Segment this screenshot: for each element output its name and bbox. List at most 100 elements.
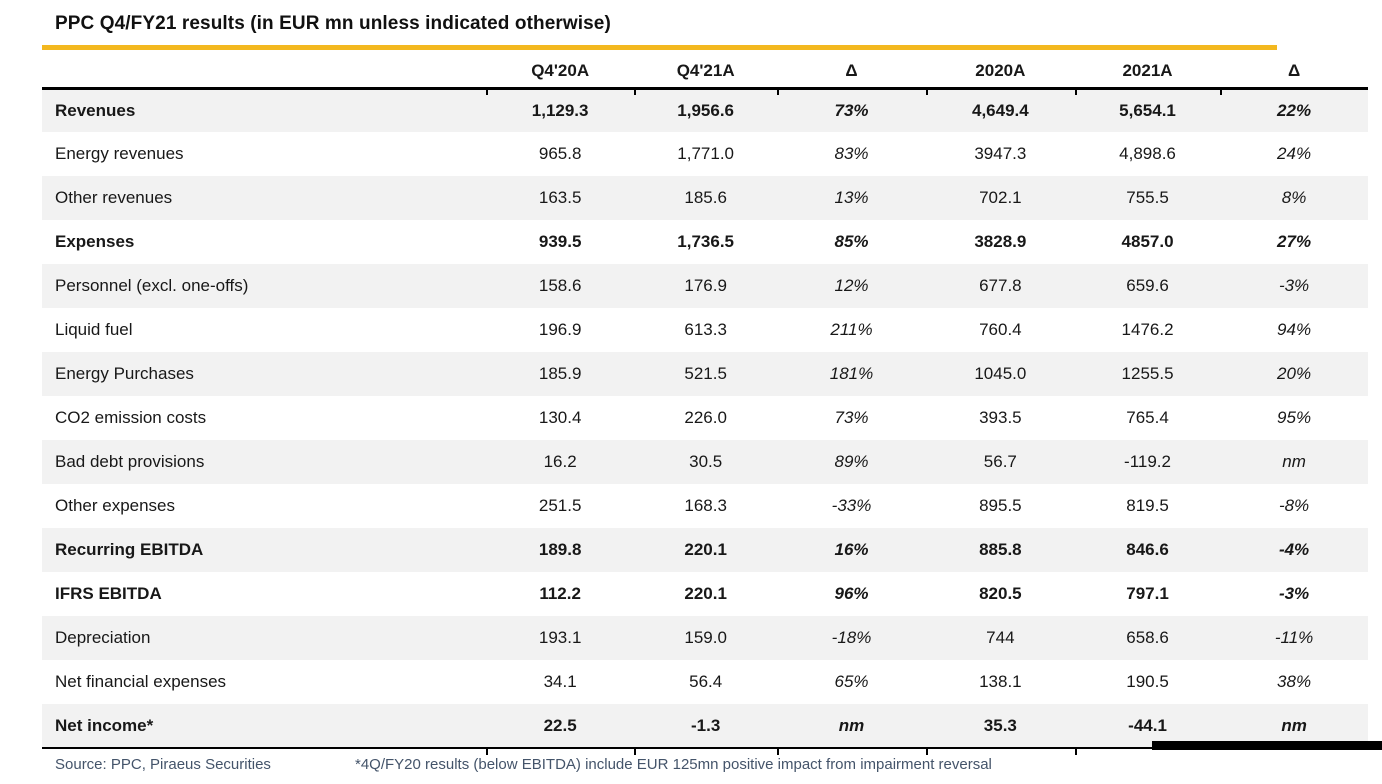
cell-value: 1,956.6	[634, 88, 778, 132]
cell-value: -8%	[1278, 496, 1310, 515]
cell-value: 30.5	[634, 440, 778, 484]
cell-value: 130.4	[538, 408, 582, 427]
cell-value: 5,654.1	[1074, 88, 1221, 132]
cell-value: 1476.2	[1121, 320, 1174, 339]
cell-value: -11%	[1220, 616, 1368, 660]
cell-value: 83%	[834, 144, 869, 163]
table-row: IFRS EBITDA 112.2 220.1 96% 820.5 797.1 -3%	[42, 572, 1368, 616]
cell-value: 939.5	[538, 232, 582, 251]
cell-value: 27%	[1277, 232, 1312, 251]
row-label: Bad debt provisions	[42, 440, 487, 484]
column-tick	[777, 88, 779, 95]
cell-value: 760.4	[979, 320, 1022, 339]
cell-value: 95%	[1277, 408, 1312, 427]
cell-value: 220.1	[634, 528, 778, 572]
row-label: Personnel (excl. one-offs)	[42, 264, 487, 308]
column-tick	[1075, 748, 1077, 755]
column-tick	[1075, 88, 1077, 95]
cell-value: 226.0	[684, 408, 727, 427]
cell-value: -18%	[777, 616, 926, 660]
cell-value: 820.5	[979, 584, 1022, 603]
page-title: PPC Q4/FY21 results (in EUR mn unless in…	[55, 13, 611, 34]
cell-value: 65%	[834, 672, 869, 691]
cell-value: 158.6	[486, 264, 635, 308]
cell-value: 8%	[1220, 176, 1368, 220]
cell-value: 168.3	[684, 496, 727, 515]
row-label: Net income*	[42, 704, 487, 749]
table-row: Depreciation 193.1 159.0 -18% 744 658.6 -11%	[42, 616, 1368, 660]
cell-value: 190.5	[1126, 672, 1169, 691]
column-header: Q4'20A	[486, 55, 635, 90]
cell-value: 196.9	[538, 320, 582, 339]
row-label: Other revenues	[42, 176, 487, 220]
cell-value: nm	[777, 704, 926, 749]
cell-value: 20%	[1220, 352, 1368, 396]
cell-value: 1255.5	[1074, 352, 1221, 396]
cell-value: 94%	[1277, 320, 1312, 339]
cell-value: 1,771.0	[677, 144, 735, 163]
cell-value: 211%	[830, 320, 873, 339]
table-row: Net financial expenses 34.1 56.4 65% 138.1 19…	[42, 660, 1368, 704]
cell-value: 89%	[777, 440, 926, 484]
cell-value: 895.5	[979, 496, 1022, 515]
column-header: 2021A	[1074, 55, 1221, 90]
cell-value: 56.4	[689, 672, 723, 691]
cell-value: 3828.9	[974, 232, 1027, 251]
table-header-row: Q4'20A Q4'21A Δ 2020A 2021A Δ	[42, 55, 1368, 90]
cell-value: 16%	[777, 528, 926, 572]
footer-source: Source: PPC, Piraeus Securities	[55, 756, 271, 773]
column-tick	[634, 88, 636, 95]
table-row: Energy Purchases 185.9 521.5 181% 1045.0 1255…	[42, 352, 1368, 396]
cell-value: 521.5	[634, 352, 778, 396]
column-header: 2020A	[925, 55, 1075, 90]
cell-value: 193.1	[486, 616, 635, 660]
cell-value: 819.5	[1126, 496, 1169, 515]
cell-value: -3%	[1220, 264, 1368, 308]
cell-value: 658.6	[1074, 616, 1221, 660]
column-tick	[486, 748, 488, 755]
cell-value: 185.9	[486, 352, 635, 396]
row-label: Recurring EBITDA	[42, 528, 487, 572]
column-tick	[926, 88, 928, 95]
row-label: Energy revenues	[55, 144, 184, 163]
cell-value: 677.8	[925, 264, 1075, 308]
cell-value: -44.1	[1074, 704, 1221, 749]
cell-value: 163.5	[486, 176, 635, 220]
cell-value: 1,129.3	[486, 88, 635, 132]
cell-value: 22%	[1220, 88, 1368, 132]
cell-value: 96%	[834, 584, 869, 603]
row-label: Liquid fuel	[55, 320, 133, 339]
column-header: Q4'21A	[634, 55, 778, 90]
table-row: Personnel (excl. one-offs) 158.6 176.9 12% 6…	[42, 264, 1368, 308]
cell-value: 176.9	[634, 264, 778, 308]
cell-value: -4%	[1220, 528, 1368, 572]
column-tick	[486, 88, 488, 95]
cell-value: 659.6	[1074, 264, 1221, 308]
cell-value: 73%	[777, 88, 926, 132]
bottom-thick-bar	[1152, 741, 1382, 750]
cell-value: 12%	[777, 264, 926, 308]
table-row: Liquid fuel 196.9 613.3 211% 760.4 1476.2 94%	[42, 308, 1368, 352]
column-tick	[1220, 88, 1222, 95]
cell-value: 755.5	[1074, 176, 1221, 220]
cell-value: 4857.0	[1121, 232, 1174, 251]
cell-value: 220.1	[684, 584, 727, 603]
cell-value: 159.0	[634, 616, 778, 660]
cell-value: 251.5	[538, 496, 582, 515]
cell-value: -33%	[831, 496, 872, 515]
column-tick	[777, 748, 779, 755]
table-row: CO2 emission costs 130.4 226.0 73% 393.5 765.…	[42, 396, 1368, 440]
table-row: Revenues 1,129.3 1,956.6 73% 4,649.4 5,654.1 2…	[42, 88, 1368, 132]
table-row: Recurring EBITDA 189.8 220.1 16% 885.8 846.6-…	[42, 528, 1368, 572]
cell-value: 965.8	[538, 144, 582, 163]
cell-value: 73%	[834, 408, 869, 427]
cell-value: 613.3	[684, 320, 727, 339]
cell-value: 4,898.6	[1119, 144, 1176, 163]
row-label: Revenues	[42, 88, 487, 132]
cell-value: 38%	[1277, 672, 1312, 691]
table-row: Expenses 939.5 1,736.5 85% 3828.9 4857.0 27%	[42, 220, 1368, 264]
cell-value: 702.1	[925, 176, 1075, 220]
cell-value: -1.3	[634, 704, 778, 749]
row-label: Energy Purchases	[42, 352, 487, 396]
